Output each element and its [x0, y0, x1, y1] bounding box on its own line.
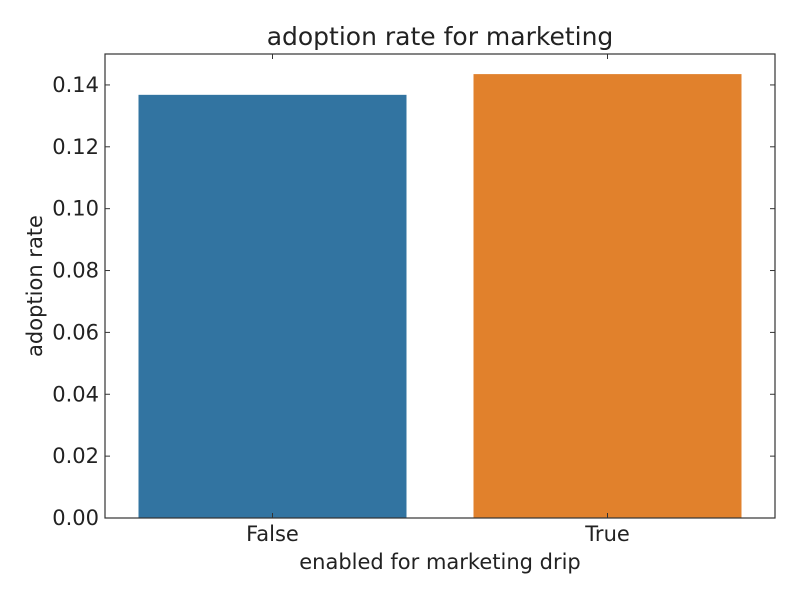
- y-axis-ticks: 0.00 0.02 0.04 0.06 0.08 0.10 0.12 0.14: [52, 73, 775, 530]
- x-tick-label: True: [584, 522, 630, 546]
- y-tick-label: 0.14: [52, 73, 99, 97]
- bar-false: [138, 94, 407, 518]
- x-tick-label: False: [246, 522, 299, 546]
- y-tick-label: 0.00: [52, 506, 99, 530]
- x-axis-ticks: False True: [246, 54, 630, 546]
- y-axis-label: adoption rate: [23, 215, 47, 357]
- y-tick-label: 0.02: [52, 444, 99, 468]
- y-tick-label: 0.12: [52, 135, 99, 159]
- bar-true: [473, 74, 742, 519]
- y-tick-label: 0.10: [52, 197, 99, 221]
- y-tick-label: 0.06: [52, 320, 99, 344]
- bars-layer: [138, 74, 742, 519]
- x-axis-label: enabled for marketing drip: [299, 550, 581, 574]
- plot-frame: [104, 53, 776, 519]
- y-tick-label: 0.08: [52, 259, 99, 283]
- y-tick-label: 0.04: [52, 382, 99, 406]
- chart-title: adoption rate for marketing: [267, 22, 614, 51]
